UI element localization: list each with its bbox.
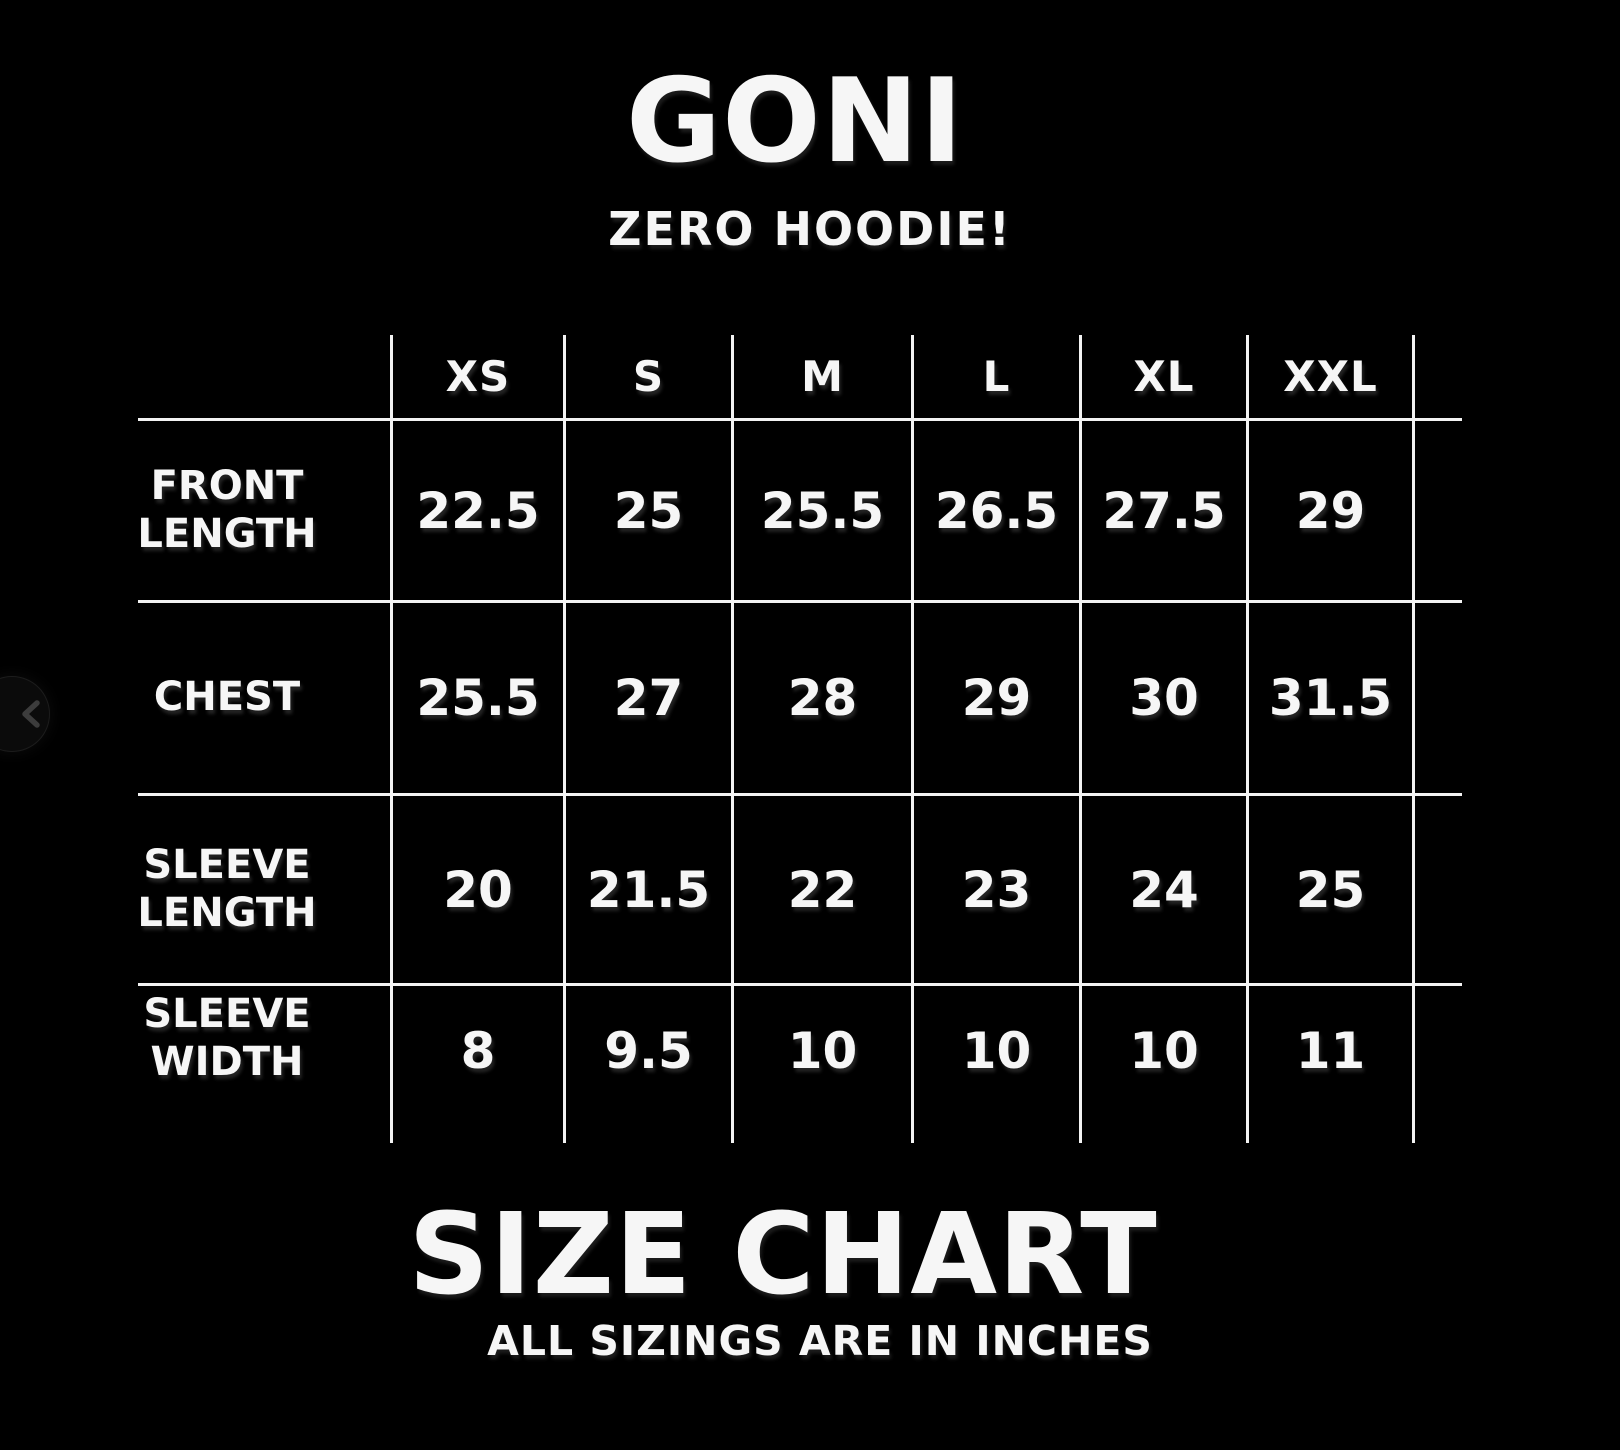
chevron-left-icon (22, 700, 40, 728)
size-cell-sleeve-width-m: 10 (731, 983, 911, 1143)
size-col-header-xs: XS (390, 335, 563, 418)
grid-line-extension (1412, 418, 1462, 600)
size-cell-front-length-s: 25 (563, 418, 731, 600)
size-chart-heading: SIZE CHART (408, 1190, 1158, 1320)
units-note: ALL SIZINGS ARE IN INCHES (487, 1317, 1153, 1365)
size-cell-sleeve-width-xs: 8 (390, 983, 563, 1143)
size-col-header-s: S (563, 335, 731, 418)
row-label-sleeve-length: SLEEVE LENGTH (138, 793, 390, 983)
size-cell-sleeve-width-xxl: 11 (1246, 983, 1412, 1143)
product-subtitle: ZERO HOODIE! (608, 202, 1012, 256)
size-cell-sleeve-width-l: 10 (911, 983, 1079, 1143)
size-cell-sleeve-length-m: 22 (731, 793, 911, 983)
size-cell-chest-xl: 30 (1079, 600, 1246, 793)
size-cell-front-length-l: 26.5 (911, 418, 1079, 600)
size-cell-sleeve-width-xl: 10 (1079, 983, 1246, 1143)
size-cell-sleeve-length-xl: 24 (1079, 793, 1246, 983)
size-col-header-m: M (731, 335, 911, 418)
size-cell-chest-s: 27 (563, 600, 731, 793)
size-cell-chest-m: 28 (731, 600, 911, 793)
size-cell-sleeve-length-xxl: 25 (1246, 793, 1412, 983)
row-label-front-length: FRONT LENGTH (138, 418, 390, 600)
size-table: XS S M L XL XXL FRONT LENGTH 22.5 25 25.5 26.5 27.5… (138, 335, 1462, 1143)
carousel-prev-button[interactable] (0, 676, 50, 752)
size-cell-front-length-xxl: 29 (1246, 418, 1412, 600)
grid-line-extension (1412, 600, 1462, 793)
size-cell-chest-l: 29 (911, 600, 1079, 793)
grid-line-extension (1412, 335, 1462, 418)
brand-title: GONI (625, 54, 965, 189)
size-col-header-xl: XL (1079, 335, 1246, 418)
size-cell-sleeve-length-xs: 20 (390, 793, 563, 983)
table-corner-cell (138, 335, 390, 418)
size-cell-front-length-m: 25.5 (731, 418, 911, 600)
size-cell-front-length-xl: 27.5 (1079, 418, 1246, 600)
grid-line-extension (1412, 793, 1462, 983)
size-cell-chest-xs: 25.5 (390, 600, 563, 793)
grid-line-extension (1412, 983, 1462, 1143)
size-cell-sleeve-width-s: 9.5 (563, 983, 731, 1143)
size-col-header-xxl: XXL (1246, 335, 1412, 418)
size-cell-sleeve-length-s: 21.5 (563, 793, 731, 983)
size-cell-front-length-xs: 22.5 (390, 418, 563, 600)
row-label-sleeve-width: SLEEVE WIDTH (138, 983, 390, 1143)
size-col-header-l: L (911, 335, 1079, 418)
row-label-chest: CHEST (138, 600, 390, 793)
size-cell-chest-xxl: 31.5 (1246, 600, 1412, 793)
size-cell-sleeve-length-l: 23 (911, 793, 1079, 983)
